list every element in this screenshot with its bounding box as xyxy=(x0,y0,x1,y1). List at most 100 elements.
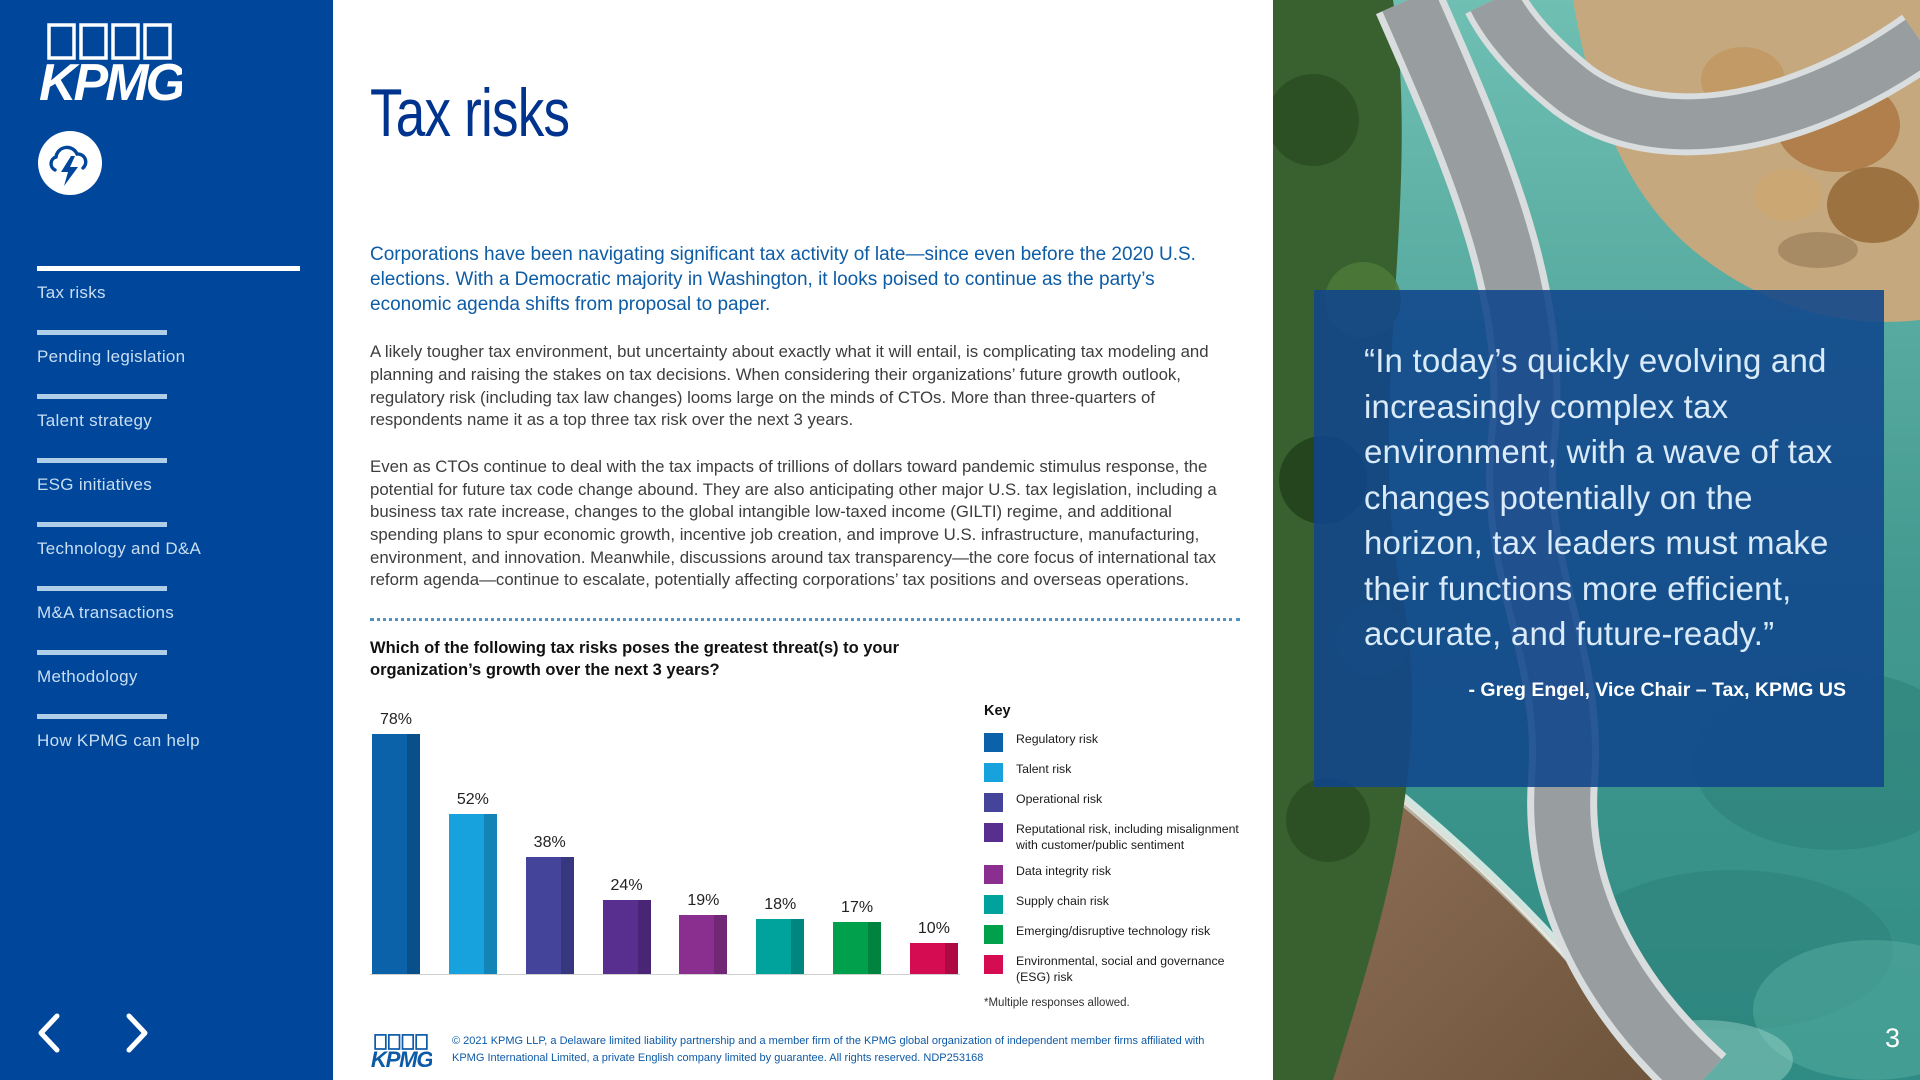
nav-item-label: M&A transactions xyxy=(37,603,175,622)
bar-chart: 78% 52% 38% 24% 19% 18% 17% 10% xyxy=(370,703,960,976)
nav-item-label: How KPMG can help xyxy=(37,731,200,750)
footer: KPMG © 2021 KPMG LLP, a Delaware limited… xyxy=(370,1033,1240,1071)
bar xyxy=(756,919,805,975)
main-content: Tax risks Corporations have been navigat… xyxy=(333,0,1273,1080)
bar-value-label: 52% xyxy=(456,791,489,809)
kpmg-logo-icon: KPMG xyxy=(39,23,188,112)
nav-item-label: ESG initiatives xyxy=(37,475,153,494)
legend-swatch xyxy=(984,823,1003,843)
sidebar-item-pending-legislation[interactable]: Pending legislation xyxy=(37,330,317,367)
sidebar-item-esg-initiatives[interactable]: ESG initiatives xyxy=(37,458,317,495)
bar xyxy=(448,814,497,975)
legend-item: Data integrity risk xyxy=(984,864,1240,884)
bar-value-label: 24% xyxy=(610,877,643,895)
legend-swatch xyxy=(984,793,1003,813)
photo-panel: “In today’s quickly evolving and increas… xyxy=(1273,0,1920,1080)
bar-column: 19% xyxy=(679,892,728,975)
storm-icon xyxy=(37,130,103,201)
nav-item-label: Methodology xyxy=(37,667,138,686)
chart-footnote: *Multiple responses allowed. xyxy=(984,997,1130,1010)
legend-item: Talent risk xyxy=(984,762,1240,783)
bar-column: 24% xyxy=(602,877,651,975)
body-paragraph-1: A likely tougher tax environment, but un… xyxy=(370,342,1209,430)
legend-swatch xyxy=(984,894,1003,914)
next-page-button[interactable] xyxy=(124,1012,150,1054)
legend-swatch xyxy=(984,733,1003,753)
chart-legend: Key Regulatory risk Talent risk Operationa… xyxy=(984,703,1240,1009)
kpmg-logo: KPMG xyxy=(37,22,188,113)
legend-label: Emerging/disruptive technology risk xyxy=(1016,923,1211,938)
legend-label: Supply chain risk xyxy=(1016,893,1109,908)
chart-question: Which of the following tax risks poses t… xyxy=(370,638,899,680)
bar-column: 52% xyxy=(448,791,497,975)
previous-page-button[interactable] xyxy=(36,1012,62,1054)
legend-swatch xyxy=(984,954,1003,974)
legend-label: Reputational risk, including misalignmen… xyxy=(1016,822,1239,853)
svg-text:KPMG: KPMG xyxy=(371,1047,432,1071)
legend-swatch xyxy=(984,763,1003,783)
legend-title: Key xyxy=(984,703,1011,720)
bar-column: 10% xyxy=(909,920,958,975)
bar-column: 18% xyxy=(756,896,805,975)
bar xyxy=(909,943,958,975)
bar-value-label: 78% xyxy=(379,711,413,729)
legend-item: Operational risk xyxy=(984,792,1240,813)
sidebar-item-m-a-transactions[interactable]: M&A transactions xyxy=(37,586,317,623)
legend-label: Data integrity risk xyxy=(1016,863,1111,878)
bar-column: 78% xyxy=(372,711,420,975)
svg-text:KPMG: KPMG xyxy=(39,54,182,108)
bar-value-label: 17% xyxy=(841,899,874,917)
sidebar-item-how-kpmg-can-help[interactable]: How KPMG can help xyxy=(37,714,317,751)
nav-separator xyxy=(37,650,167,655)
bar xyxy=(525,857,574,975)
intro-paragraph: Corporations have been navigating signif… xyxy=(370,244,1196,316)
nav-separator xyxy=(37,330,167,335)
nav-separator xyxy=(37,458,167,463)
quote-text: “In today’s quickly evolving and increas… xyxy=(1364,342,1833,653)
sidebar-item-talent-strategy[interactable]: Talent strategy xyxy=(37,394,317,431)
nav-separator xyxy=(37,714,167,719)
nav-separator xyxy=(37,586,167,591)
page-title: Tax risks xyxy=(370,75,570,151)
legend-item: Reputational risk, including misalignmen… xyxy=(984,822,1240,853)
legend-item: Regulatory risk xyxy=(984,732,1240,753)
sidebar-item-tax-risks[interactable]: Tax risks xyxy=(37,266,317,303)
sidebar-item-methodology[interactable]: Methodology xyxy=(37,650,317,687)
page-number: 3 xyxy=(1884,1023,1900,1053)
bar xyxy=(679,915,728,975)
sidebar-nav: Tax risks Pending legislation Talent strat… xyxy=(37,266,317,778)
legend-label: Regulatory risk xyxy=(1016,732,1099,747)
legend-items: Regulatory risk Talent risk Operational ri… xyxy=(984,732,1240,985)
legend-item: Environmental, social and governance (ES… xyxy=(984,954,1240,985)
bar xyxy=(833,922,882,975)
bar xyxy=(372,734,420,975)
quote-box: “In today’s quickly evolving and increas… xyxy=(1314,290,1884,787)
nav-separator xyxy=(37,394,167,399)
quote-attribution: - Greg Engel, Vice Chair – Tax, KPMG US xyxy=(1468,678,1846,701)
legend-label: Environmental, social and governance (ES… xyxy=(1016,953,1225,984)
bar-value-label: 10% xyxy=(917,920,950,938)
nav-separator xyxy=(37,266,300,271)
legend-swatch xyxy=(984,864,1003,884)
sidebar-item-technology-and-d-a[interactable]: Technology and D&A xyxy=(37,522,317,559)
bar-value-label: 18% xyxy=(764,896,797,914)
footer-kpmg-logo-icon: KPMG xyxy=(371,1034,432,1071)
nav-separator xyxy=(37,522,167,527)
bar-column: 38% xyxy=(525,834,574,975)
legend-label: Operational risk xyxy=(1016,792,1103,807)
legend-item: Supply chain risk xyxy=(984,894,1240,914)
legend-item: Emerging/disruptive technology risk xyxy=(984,924,1240,944)
legend-label: Talent risk xyxy=(1016,762,1072,777)
bar-value-label: 19% xyxy=(687,892,720,910)
bar-value-label: 38% xyxy=(533,834,566,852)
chart-area: 78% 52% 38% 24% 19% 18% 17% 10% Key Regulatory … xyxy=(370,703,1240,1009)
bar-column: 17% xyxy=(833,899,882,975)
nav-item-label: Technology and D&A xyxy=(37,539,202,558)
nav-item-label: Tax risks xyxy=(37,283,106,302)
pager xyxy=(36,1012,150,1054)
bar xyxy=(602,900,651,975)
sidebar: KPMG Tax risks Pending legislation Talent … xyxy=(0,0,333,1080)
legend-swatch xyxy=(984,924,1003,944)
dotted-divider xyxy=(370,617,1240,621)
